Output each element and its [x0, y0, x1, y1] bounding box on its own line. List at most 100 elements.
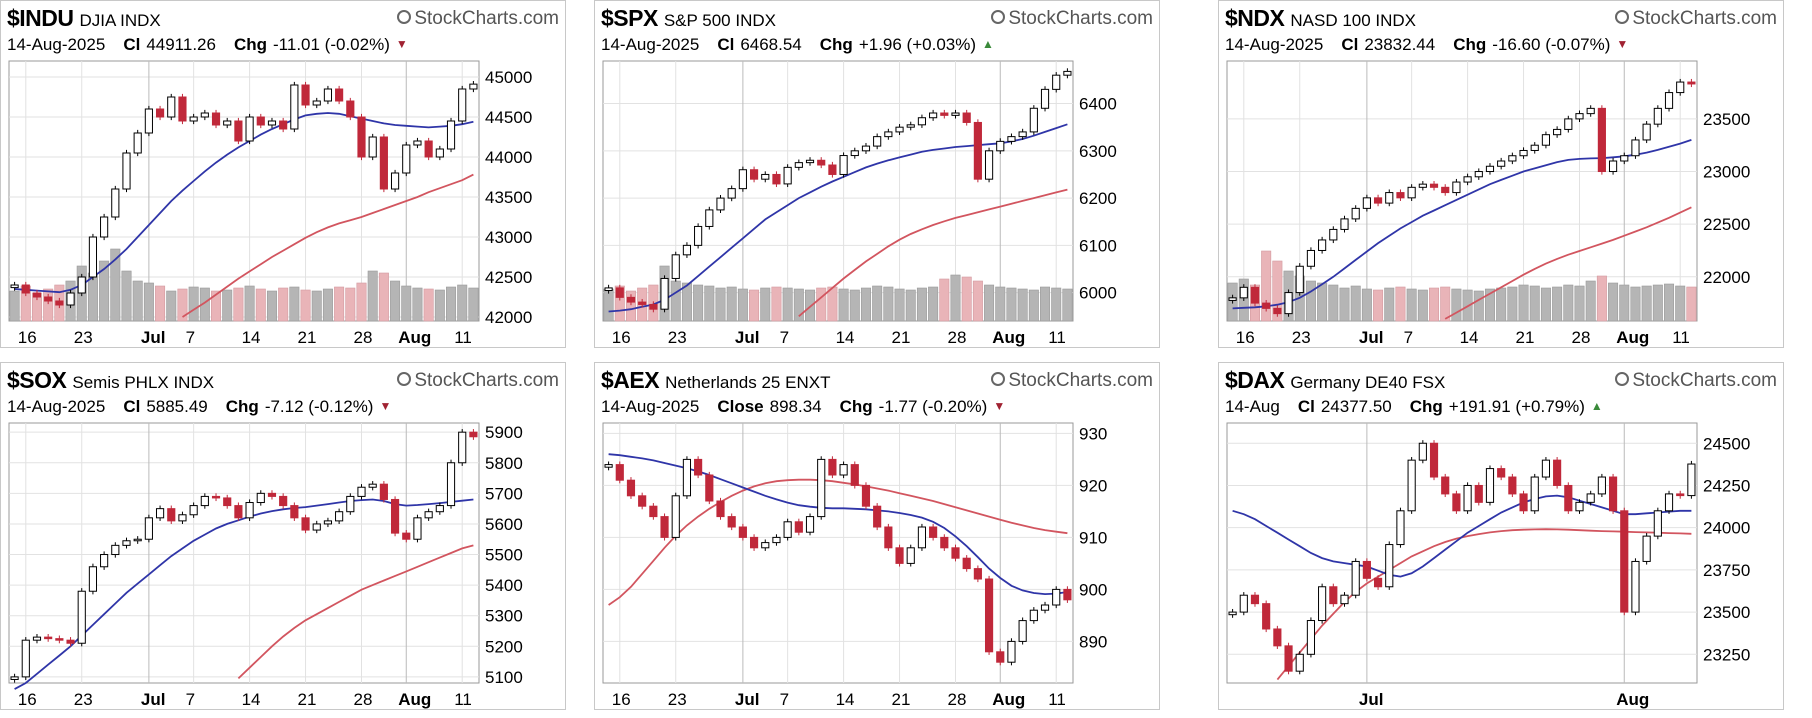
candlestick	[1608, 473, 1618, 514]
candlestick	[323, 85, 333, 105]
candlestick	[649, 503, 658, 520]
candlestick	[44, 633, 53, 642]
candlestick	[167, 505, 176, 525]
volume-bar	[1272, 260, 1283, 322]
candlestick	[962, 109, 971, 126]
candlestick	[761, 171, 770, 183]
candlestick	[1575, 110, 1584, 123]
candlestick	[1429, 181, 1439, 191]
candlestick	[1362, 194, 1371, 212]
candlestick	[312, 520, 321, 534]
x-tick-label: 11	[1048, 690, 1066, 709]
candlestick	[111, 185, 120, 221]
price-summary: 14-Aug-2025 Cl 5885.49 Chg -7.12 (-0.12%) ▼	[7, 397, 559, 417]
change-label: Chg	[233, 35, 268, 54]
x-tick-label: 16	[1236, 328, 1255, 347]
stockcharts-logo-icon	[991, 10, 1006, 24]
brand-watermark: StockCharts.com	[397, 370, 559, 392]
candlestick	[839, 461, 848, 479]
chart-panel-spx[interactable]: $SPX S&P 500 INDX StockCharts.com 14-Aug-20…	[594, 0, 1160, 348]
candlestick	[21, 281, 30, 297]
candlestick	[1329, 583, 1338, 607]
price-summary: 14-Aug-2025 Cl 6468.54 Chg +1.96 (+0.03%) ▲	[601, 35, 1153, 55]
candlestick	[424, 508, 433, 521]
x-tick-label: 23	[1292, 328, 1311, 347]
candlestick	[357, 113, 366, 161]
moving-average-slow	[237, 544, 474, 680]
x-tick-label: Aug	[398, 328, 431, 347]
candlestick	[772, 534, 781, 546]
plot-area	[602, 422, 1074, 684]
candlestick	[1553, 457, 1562, 489]
volume-bar	[1552, 286, 1563, 322]
y-tick-label: 6200	[1079, 189, 1117, 208]
volume-bar	[233, 287, 244, 322]
moving-average-fast	[1232, 494, 1692, 578]
x-tick-label: 16	[612, 690, 631, 709]
candlestick	[850, 461, 859, 489]
chart-panel-sox[interactable]: $SOX Semis PHLX INDX StockCharts.com 14-Aug…	[0, 362, 566, 710]
volume-bar	[928, 286, 939, 322]
moving-average-fast	[14, 112, 474, 294]
candlestick	[1418, 181, 1427, 191]
candlestick	[615, 284, 624, 301]
close-label: Cl	[123, 35, 141, 54]
candlestick	[973, 565, 982, 583]
volume-bar	[289, 286, 300, 322]
y-tick-label: 890	[1079, 632, 1107, 651]
y-tick-label: 23000	[1703, 163, 1750, 182]
candlestick	[1530, 142, 1539, 154]
candlestick	[861, 142, 871, 154]
volume-bar	[1429, 287, 1440, 322]
candlestick	[458, 429, 467, 466]
close-value: 44911.26	[146, 35, 216, 54]
chart-panel-dax[interactable]: $DAX Germany DE40 FSX StockCharts.com 14-Au…	[1218, 362, 1784, 710]
candlestick	[1541, 131, 1551, 149]
candlestick	[368, 133, 377, 161]
candlestick	[1620, 152, 1629, 165]
brand-watermark: StockCharts.com	[991, 8, 1153, 30]
volume-bar	[782, 287, 793, 322]
chart-panel-ndx[interactable]: $NDX NASD 100 INDX StockCharts.com 14-Aug-2…	[1218, 0, 1784, 348]
candlestick	[424, 137, 433, 161]
x-tick-label: Aug	[992, 690, 1025, 709]
candlestick	[1530, 473, 1539, 514]
plot-area	[8, 60, 480, 322]
candlestick	[1597, 473, 1606, 498]
y-tick-label: 900	[1079, 580, 1107, 599]
chart-panel-aex[interactable]: $AEX Netherlands 25 ENXT StockCharts.com 14…	[594, 362, 1160, 710]
change-label: Chg	[1453, 35, 1487, 54]
volume-bar	[244, 285, 255, 322]
y-tick-label: 23500	[1703, 110, 1750, 129]
candlestick	[10, 281, 19, 291]
chart-panel-indu[interactable]: $INDU DJIA INDX StockCharts.com 14-Aug-2025…	[0, 0, 566, 348]
triangle-up-icon: ▲	[1590, 399, 1603, 413]
ticker-symbol: $AEX	[601, 367, 660, 393]
candlestick	[1007, 638, 1016, 666]
brand-text: StockCharts.com	[414, 370, 559, 391]
candlestick	[1262, 299, 1271, 312]
close-label: Close	[717, 397, 764, 416]
candlestick	[368, 481, 377, 491]
candlestick	[638, 298, 647, 308]
volume-bar	[726, 286, 737, 322]
index-name: Germany DE40 FSX	[1290, 373, 1446, 392]
candlestick	[794, 159, 803, 171]
close-value: 24377.50	[1320, 397, 1392, 416]
x-tick-label: 28	[1572, 328, 1591, 347]
volume-bar	[143, 282, 154, 322]
volume-bar	[1664, 283, 1675, 322]
x-tick-label: 11	[454, 690, 472, 709]
volume-bar	[1540, 287, 1551, 322]
candlestick	[200, 493, 209, 509]
candlestick	[694, 456, 703, 479]
candlestick	[1564, 482, 1573, 514]
candlestick	[379, 481, 388, 503]
candlestick	[435, 145, 444, 161]
candlestick	[446, 117, 456, 153]
y-tick-label: 5300	[485, 607, 523, 626]
candlestick	[973, 119, 982, 183]
candlestick	[390, 169, 400, 193]
y-tick-label: 23250	[1703, 645, 1750, 664]
candlestick	[323, 517, 333, 528]
